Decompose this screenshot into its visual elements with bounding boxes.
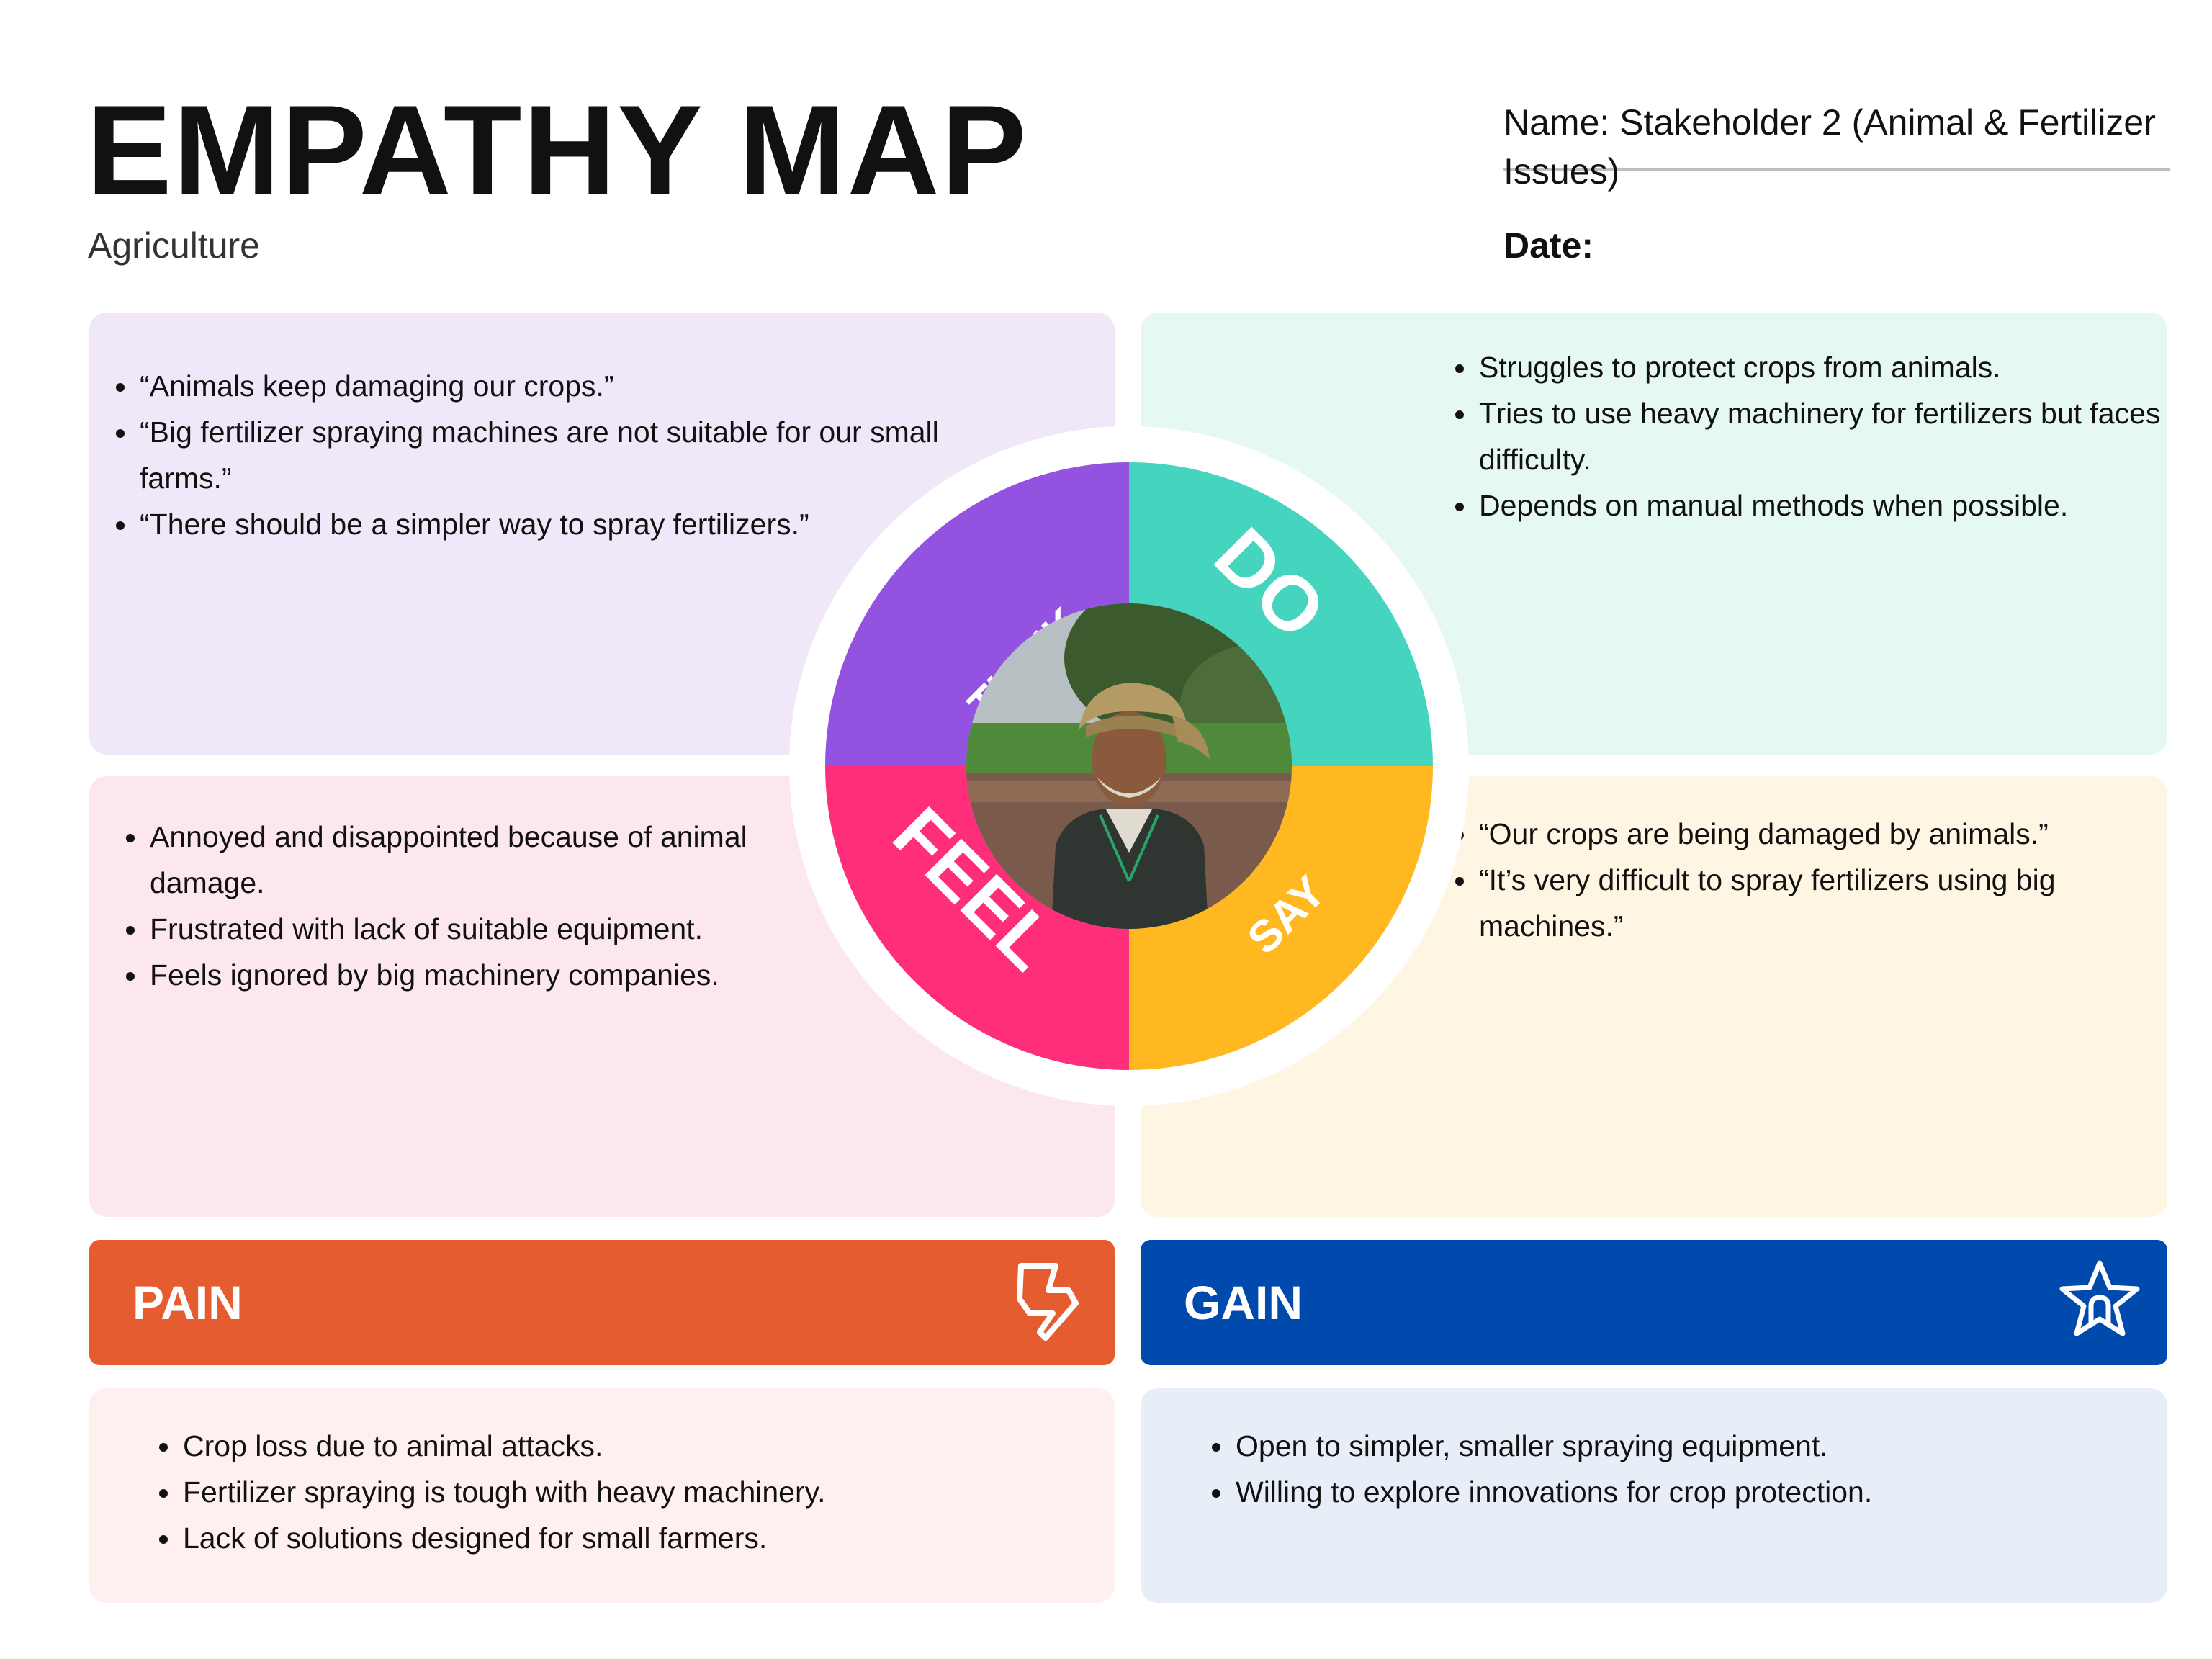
list-item: Lack of solutions designed for small far…	[181, 1515, 1074, 1561]
stakeholder-name: Name: Stakeholder 2 (Animal & Fertilizer…	[1503, 102, 2156, 192]
list-item: Willing to explore innovations for crop …	[1234, 1469, 2127, 1515]
list-item: Frustrated with lack of suitable equipme…	[148, 906, 868, 952]
list-item: Struggles to protect crops from animals.	[1478, 344, 2169, 390]
gain-header: GAIN	[1141, 1240, 2167, 1365]
list-item: Annoyed and disappointed because of anim…	[148, 814, 868, 906]
pain-list: Crop loss due to animal attacks. Fertili…	[89, 1423, 1074, 1561]
list-item: “Our crops are being damaged by animals.…	[1478, 811, 2190, 857]
list-item: Crop loss due to animal attacks.	[181, 1423, 1074, 1469]
lightning-bolt-icon	[1017, 1263, 1079, 1341]
list-item: Feels ignored by big machinery companies…	[148, 952, 868, 998]
do-list: Struggles to protect crops from animals.…	[1429, 344, 2169, 529]
name-underline	[1503, 168, 2170, 171]
pain-label: PAIN	[132, 1276, 243, 1329]
page-title: EMPATHY MAP	[86, 78, 1028, 222]
list-item: “Big fertilizer spraying machines are no…	[138, 409, 974, 501]
page-subtitle: Agriculture	[88, 225, 260, 266]
pain-panel: Crop loss due to animal attacks. Fertili…	[89, 1388, 1115, 1603]
star-icon	[2059, 1260, 2140, 1336]
list-item: Open to simpler, smaller spraying equipm…	[1234, 1423, 2127, 1469]
list-item: “It’s very difficult to spray fertilizer…	[1478, 857, 2190, 949]
list-item: Depends on manual methods when possible.	[1478, 482, 2169, 529]
date-label: Date:	[1503, 225, 1594, 266]
gain-list: Open to simpler, smaller spraying equipm…	[1141, 1423, 2127, 1515]
gain-label: GAIN	[1184, 1276, 1303, 1329]
pain-header: PAIN	[89, 1240, 1115, 1365]
stakeholder-photo	[966, 603, 1292, 929]
list-item: Tries to use heavy machinery for fertili…	[1478, 390, 2169, 482]
feel-list: Annoyed and disappointed because of anim…	[89, 814, 868, 998]
empathy-wheel: THINK DO FEEL SAY	[789, 426, 1469, 1106]
list-item: “Animals keep damaging our crops.”	[138, 363, 974, 409]
list-item: Fertilizer spraying is tough with heavy …	[181, 1469, 1074, 1515]
list-item: “There should be a simpler way to spray …	[138, 501, 974, 547]
gain-panel: Open to simpler, smaller spraying equipm…	[1141, 1388, 2167, 1603]
say-list: “Our crops are being damaged by animals.…	[1429, 811, 2190, 949]
think-list: “Animals keep damaging our crops.” “Big …	[89, 363, 974, 547]
